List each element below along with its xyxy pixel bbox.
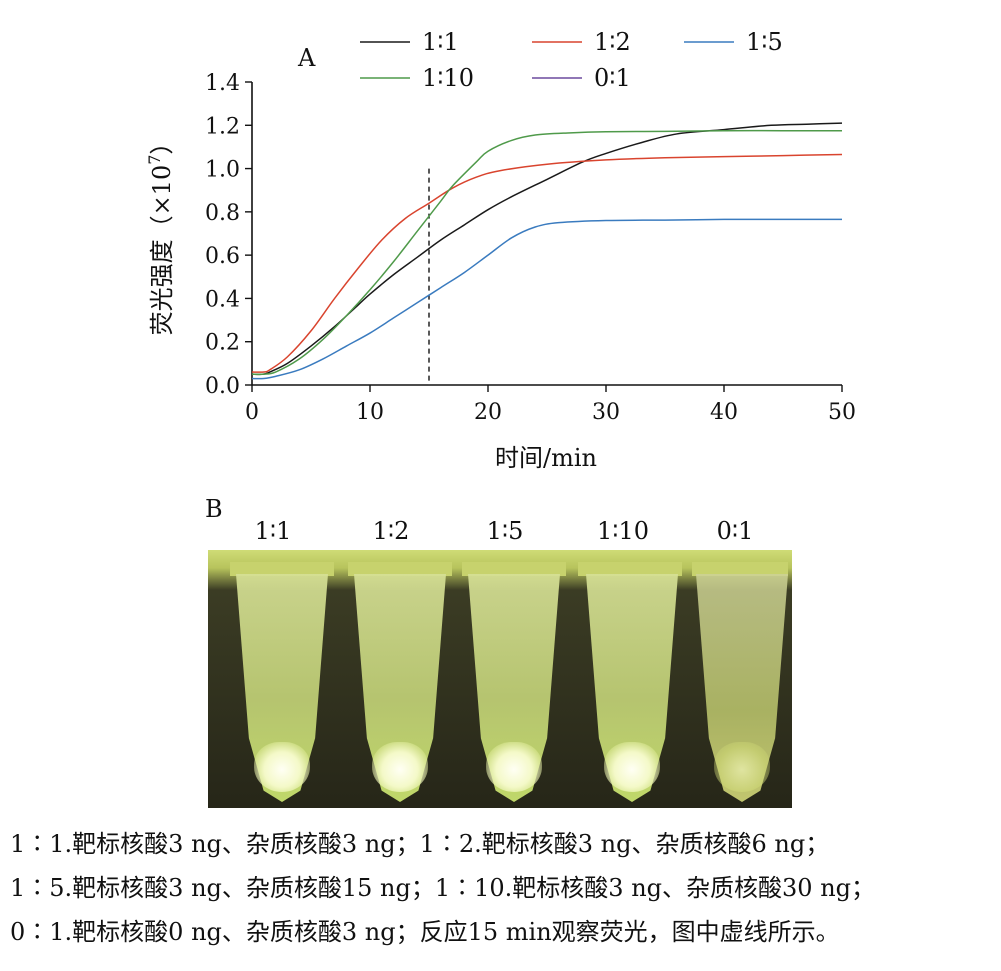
- y-tick-label: 1.0: [205, 158, 240, 183]
- tube-rim-2: [348, 562, 452, 576]
- tube-2: [354, 574, 446, 802]
- tube-rim-3: [462, 562, 566, 576]
- y-axis-label-exponent: 7: [145, 155, 164, 165]
- legend-label-4: 1∶10: [422, 64, 474, 92]
- chart-series: [251, 122, 843, 380]
- tube-photograph: [208, 550, 792, 808]
- series-line-1: [251, 122, 843, 376]
- x-tick-label: 20: [474, 400, 502, 425]
- y-tick-label: 1.4: [205, 71, 240, 96]
- tube-rim-1: [230, 562, 334, 576]
- y-tick-label: 0.0: [205, 374, 240, 399]
- series-line-4: [251, 129, 842, 376]
- y-axis-label-main: 荧光强度（×10: [148, 165, 176, 336]
- tube-2-glow: [372, 742, 428, 792]
- y-tick-label: 1.2: [205, 114, 240, 139]
- legend-label-5: 0∶1: [594, 64, 631, 92]
- tube-3: [468, 574, 560, 802]
- tube-label-1: 1∶1: [254, 517, 292, 545]
- x-tick-label: 10: [356, 400, 384, 425]
- tube-rim-5: [692, 562, 788, 576]
- fluorescence-line-chart: A 1∶1 1∶2 1∶5 1∶10 0∶1 0.0 0.2 0.4 0.6 0.8 1.0 1.2…: [145, 28, 856, 472]
- tube-label-4: 1∶10: [596, 517, 650, 545]
- x-tick-label: 0: [245, 400, 259, 425]
- chart-axes: 0.0 0.2 0.4 0.6 0.8 1.0 1.2 1.4 0 10 20 30 40 50: [205, 71, 856, 425]
- tube-label-2: 1∶2: [372, 517, 410, 545]
- legend-label-3: 1∶5: [746, 28, 783, 56]
- series-line-2: [251, 153, 843, 373]
- y-tick-label: 0.2: [205, 331, 240, 356]
- y-axis-label-close: ）: [148, 131, 176, 155]
- tube-photo-panel: B 1∶1 1∶2 1∶5 1∶10 0∶1: [0, 495, 1001, 815]
- panel-a-label: A: [297, 44, 316, 72]
- tube-5: [696, 574, 788, 802]
- figure-caption: 1∶1.靶标核酸3 ng、杂质核酸3 ng；1∶2.靶标核酸3 ng、杂质核酸6…: [10, 822, 995, 954]
- series-line-3: [251, 218, 842, 380]
- x-tick-label: 30: [592, 400, 620, 425]
- x-axis-label: 时间/min: [495, 444, 597, 472]
- tube-label-5: 0∶1: [716, 517, 754, 545]
- caption-line-2: 1∶5.靶标核酸3 ng、杂质核酸15 ng；1∶10.靶标核酸3 ng、杂质核…: [10, 874, 876, 902]
- tube-1: [236, 574, 328, 802]
- y-tick-label: 0.8: [205, 201, 240, 226]
- tube-4-glow: [604, 742, 660, 792]
- legend-label-2: 1∶2: [594, 28, 631, 56]
- tube-label-3: 1∶5: [486, 517, 524, 545]
- y-axis-label: 荧光强度（×107）: [145, 131, 176, 336]
- tube-5-glow: [714, 742, 770, 792]
- tube-4: [586, 574, 678, 802]
- panel-b-label: B: [205, 495, 223, 523]
- tube-3-glow: [486, 742, 542, 792]
- caption-line-3: 0∶1.靶标核酸0 ng、杂质核酸3 ng；反应15 min观察荧光，图中虚线所…: [10, 918, 840, 946]
- tube-rim-4: [578, 562, 682, 576]
- y-tick-label: 0.6: [205, 244, 240, 269]
- x-tick-label: 50: [828, 400, 856, 425]
- y-tick-label: 0.4: [205, 287, 240, 312]
- caption-line-1: 1∶1.靶标核酸3 ng、杂质核酸3 ng；1∶2.靶标核酸3 ng、杂质核酸6…: [10, 830, 830, 858]
- legend-label-1: 1∶1: [422, 28, 459, 56]
- x-tick-label: 40: [710, 400, 738, 425]
- tube-1-glow: [254, 742, 310, 792]
- chart-legend: 1∶1 1∶2 1∶5 1∶10 0∶1: [360, 28, 783, 92]
